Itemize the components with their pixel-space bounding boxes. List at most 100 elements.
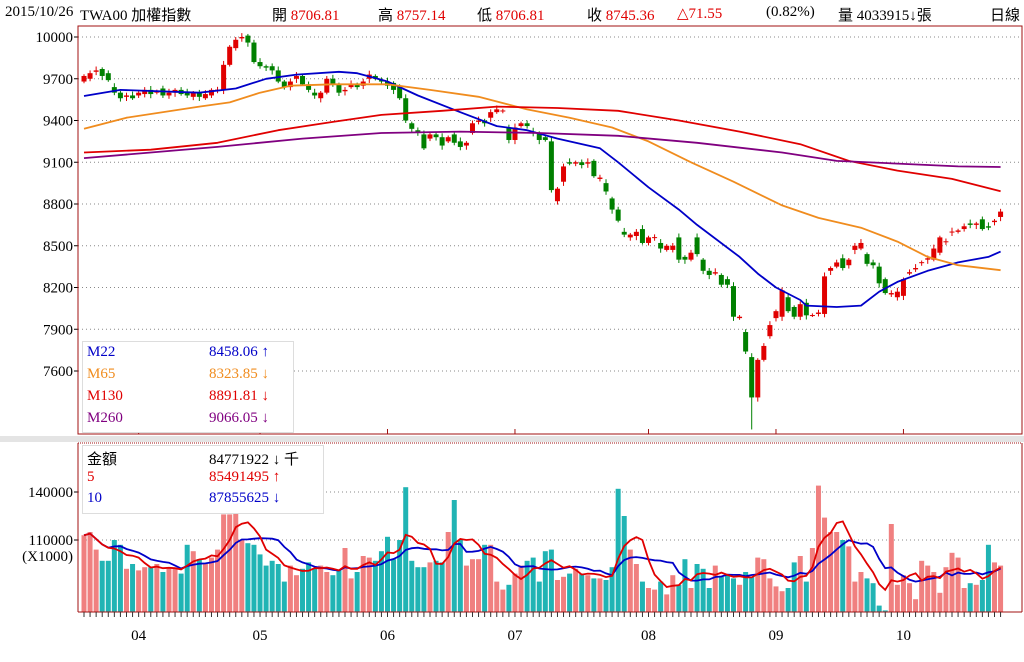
volume-bar <box>591 578 597 612</box>
candle-body <box>664 245 670 250</box>
month-label: 07 <box>507 628 523 644</box>
month-label: 10 <box>896 628 911 644</box>
candle-body <box>767 325 773 337</box>
price-tick-label: 7900 <box>43 322 73 338</box>
candle-body <box>585 162 591 164</box>
candle-body <box>312 92 318 96</box>
volume-bar <box>348 578 354 612</box>
period-selector[interactable]: 日線 <box>990 8 1021 24</box>
candle-body <box>876 266 882 284</box>
volume-unit: 張 <box>916 8 932 24</box>
price-tick-label: 9400 <box>43 114 73 130</box>
volume-bar <box>943 567 949 612</box>
legend-name: M65 <box>87 366 116 382</box>
candle-body <box>427 134 433 139</box>
volume-bar <box>269 560 275 612</box>
candle-body <box>281 81 287 88</box>
header-close: 收 8745.36 <box>587 4 655 25</box>
volume-bar <box>245 543 251 612</box>
volume-bar <box>251 544 257 612</box>
candle-body <box>646 237 652 243</box>
volume-bar <box>585 575 591 612</box>
volume-bar <box>281 581 287 612</box>
candle-body <box>324 78 330 93</box>
volume-bar <box>985 544 991 612</box>
candle-body <box>318 92 324 99</box>
arrow-icon: ↓ <box>261 410 270 426</box>
candle-body <box>117 92 123 99</box>
low-value: 8706.81 <box>495 8 545 24</box>
candle-body <box>561 166 567 182</box>
candle-body <box>123 95 129 97</box>
volume-bar <box>372 560 378 612</box>
volume-bar <box>925 565 931 612</box>
candle-body <box>130 95 136 99</box>
volume-bar <box>123 568 129 612</box>
candle-body <box>961 226 967 230</box>
candle-body <box>500 110 506 112</box>
volume-bar <box>263 565 269 612</box>
volume-bar <box>955 557 961 612</box>
candle-body <box>208 89 214 96</box>
candle-body <box>749 357 755 398</box>
volume-label: 量 <box>838 8 854 24</box>
volume-bar <box>494 581 500 612</box>
candle-body <box>639 229 645 243</box>
volume-bar <box>597 578 603 612</box>
candle-body <box>773 311 779 319</box>
candle-body <box>105 73 111 81</box>
candle-body <box>81 75 87 82</box>
volume-bar <box>391 559 397 612</box>
legend-m130: M130 <box>87 388 123 405</box>
volume-legend: 金額 84771922 ↓ 千 5 85491495 ↑ 10 87855625… <box>82 445 324 514</box>
volume-tick-label: 110000 <box>29 533 73 549</box>
volume-bar <box>227 514 233 612</box>
candle-body <box>148 89 154 95</box>
volume-bar <box>627 549 633 612</box>
candle-body <box>415 130 421 132</box>
volume-group <box>81 485 1004 612</box>
volume-bar <box>93 549 99 612</box>
volume-bar <box>658 581 664 612</box>
candles-group <box>81 33 1004 430</box>
candle-body <box>949 231 955 233</box>
volume-bar <box>621 516 627 612</box>
candle-body <box>476 120 482 122</box>
candle-body <box>87 73 93 79</box>
volume-bar <box>876 605 882 612</box>
candle-body <box>494 109 500 113</box>
volume-bar <box>730 578 736 612</box>
candle-body <box>979 219 985 230</box>
volume-bar <box>208 557 214 612</box>
candle-body <box>955 230 961 232</box>
volume-bar <box>196 559 202 612</box>
candle-body <box>888 293 894 295</box>
candle-body <box>330 78 336 85</box>
legend-name: M130 <box>87 388 123 404</box>
volume-bar <box>324 572 330 612</box>
candle-body <box>142 89 148 95</box>
volume-bar <box>439 562 445 612</box>
candle-body <box>992 220 997 223</box>
volume-bar <box>445 532 451 612</box>
candle-body <box>263 66 269 68</box>
volume-bar <box>488 544 494 612</box>
candle-body <box>985 226 991 228</box>
volume-bar <box>136 570 142 612</box>
arrow-icon: ↓ <box>261 388 270 404</box>
volume-bar <box>275 564 281 612</box>
candle-body <box>93 70 99 72</box>
candle-body <box>488 112 494 118</box>
candle-body <box>111 87 117 93</box>
volume-bar <box>961 588 967 612</box>
price-tick-label: 10000 <box>36 30 74 46</box>
volume-bar <box>184 544 190 612</box>
candle-body <box>227 46 233 65</box>
volume-bar <box>779 591 785 612</box>
candle-body <box>943 241 949 243</box>
candle-body <box>202 94 208 99</box>
volume-bar <box>148 567 154 612</box>
legend-ma5-value: 85491495 ↑ <box>209 469 280 486</box>
volume-bar <box>427 562 433 612</box>
